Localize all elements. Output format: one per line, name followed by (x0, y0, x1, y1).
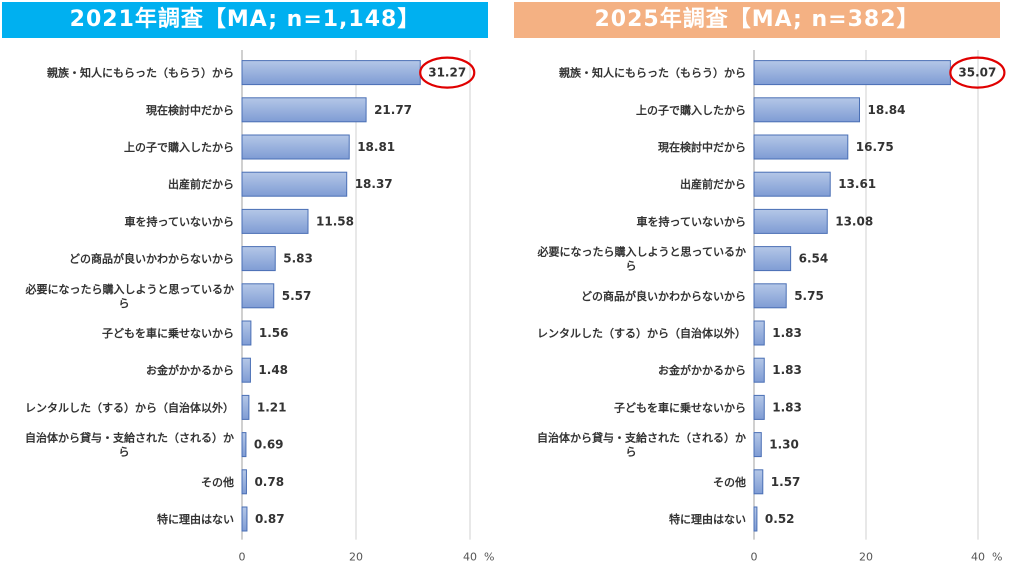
bar-chart-2025: 0 20 40 % 親族・知人にもらった（もらう）から 35.07 上の子で購入したから 18… (537, 50, 1006, 564)
bar (753, 469, 764, 495)
bar (241, 134, 350, 160)
category-label: どの商品が良いかわからないから (581, 289, 746, 303)
category-label: 現在検討中だから (146, 103, 234, 117)
data-label: 31.27 (428, 66, 466, 80)
data-label: 5.83 (283, 252, 313, 266)
data-label: 1.21 (257, 400, 287, 414)
chart-panel-2021: 2021年調査【MA; n=1,148】 0 20 40% 親族・知人にもらった（もら… (2, 2, 494, 564)
category-label: 出産前だから (168, 177, 234, 191)
category-label: 上の子で購入したから (636, 103, 746, 117)
category-label: 子どもを車に乗せないから (102, 326, 234, 340)
category-label: 車を持っていないから (637, 214, 746, 228)
data-label: 35.07 (958, 66, 996, 80)
x-unit-label: % (484, 551, 494, 564)
category-label: レンタルした（する）から（自治体以外） (537, 326, 746, 340)
category-label: 必要になったら購入しようと思っているから (537, 245, 746, 273)
bar (241, 171, 348, 197)
bar (241, 432, 247, 458)
bar (753, 357, 765, 383)
data-label: 1.56 (259, 326, 289, 340)
data-label: 5.75 (794, 289, 824, 303)
category-label: レンタルした（する）から（自治体以外） (25, 400, 234, 414)
bar (753, 171, 831, 197)
bar (753, 208, 828, 234)
data-label: 13.61 (838, 177, 876, 191)
bar (753, 97, 861, 123)
bar (241, 60, 421, 86)
category-label: 現在検討中だから (658, 140, 746, 154)
category-label: お金がかかるから (658, 363, 746, 377)
chart-panel-2025: 2025年調査【MA; n=382】 0 20 40% 親族・知人にもらった（もらう）… (512, 0, 1024, 576)
data-label: 1.30 (769, 438, 799, 452)
category-label: お金がかかるから (146, 363, 234, 377)
data-label: 1.57 (771, 475, 801, 489)
category-label: 車を持っていないから (125, 214, 234, 228)
data-label: 16.75 (856, 140, 894, 154)
category-label: その他 (201, 475, 234, 489)
bar (241, 469, 247, 495)
category-label: 自治体から貸与・支給された（される）から (25, 431, 234, 459)
category-label: 子どもを車に乗せないから (614, 400, 746, 414)
data-label: 1.83 (772, 326, 802, 340)
bar (753, 134, 849, 160)
bar-chart-2021: 0 20 40 % 親族・知人にもらった（もらう）から 31.27 現在検討中だから 21.7… (25, 50, 494, 564)
bar (241, 97, 367, 123)
data-label: 0.52 (765, 512, 795, 526)
data-label: 0.69 (254, 438, 284, 452)
chart-title-2021: 2021年調査【MA; n=1,148】 (2, 2, 488, 38)
category-label: 上の子で購入したから (124, 140, 234, 154)
data-label: 6.54 (799, 252, 829, 266)
category-label: 特に理由はない (669, 512, 746, 526)
bar (753, 246, 792, 272)
bar (241, 283, 275, 309)
bar (241, 506, 248, 532)
bar (753, 60, 951, 86)
bar (241, 208, 309, 234)
chart-title-2025: 2025年調査【MA; n=382】 (514, 2, 1000, 38)
data-label: 5.57 (282, 289, 312, 303)
category-label: 必要になったら購入しようと思っているから (25, 282, 234, 310)
category-label: 親族・知人にもらった（もらう）から (559, 66, 746, 80)
category-label: 自治体から貸与・支給された（される）から (537, 431, 746, 459)
x-tick-label: 40 (971, 551, 985, 564)
bar (753, 394, 765, 420)
category-label: 特に理由はない (157, 512, 234, 526)
data-label: 13.08 (835, 214, 873, 228)
bar (241, 357, 251, 383)
data-label: 0.87 (255, 512, 285, 526)
x-unit-label: % (992, 551, 1002, 564)
bar (753, 506, 758, 532)
bar (241, 320, 252, 346)
x-tick-label: 0 (751, 551, 758, 564)
category-label: 出産前だから (680, 177, 746, 191)
x-tick-label: 0 (239, 551, 246, 564)
data-label: 18.37 (355, 177, 393, 191)
x-tick-label: 20 (859, 551, 873, 564)
highlight-circle (949, 56, 1006, 89)
data-label: 18.81 (357, 140, 395, 154)
data-label: 0.78 (254, 475, 284, 489)
bar (753, 283, 787, 309)
bar (241, 394, 250, 420)
category-label: その他 (713, 475, 746, 489)
bar (241, 246, 276, 272)
data-label: 21.77 (374, 103, 412, 117)
x-tick-label: 20 (349, 551, 363, 564)
highlight-circle (419, 56, 476, 89)
data-label: 1.83 (772, 400, 802, 414)
data-label: 1.83 (772, 363, 802, 377)
x-tick-label: 40 (463, 551, 477, 564)
category-label: 親族・知人にもらった（もらう）から (47, 66, 234, 80)
bar (753, 432, 762, 458)
data-label: 18.84 (868, 103, 906, 117)
category-label: どの商品が良いかわからないから (69, 252, 234, 266)
data-label: 1.48 (258, 363, 288, 377)
data-label: 11.58 (316, 214, 354, 228)
bar (753, 320, 765, 346)
